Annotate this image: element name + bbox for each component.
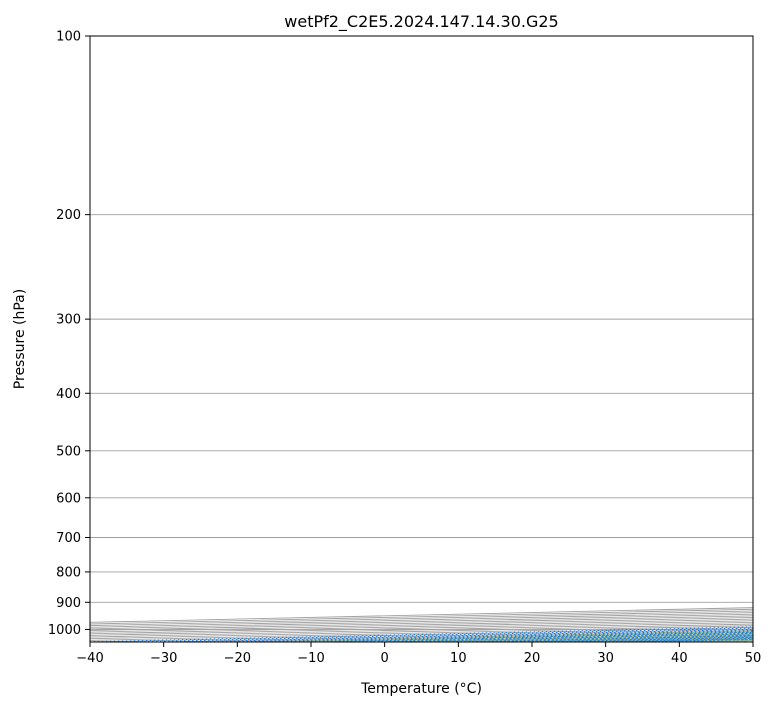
y-tick-label: 600	[56, 491, 81, 506]
y-tick-label: 300	[56, 313, 81, 328]
plot-frame	[89, 35, 754, 643]
x-tick-label: −40	[76, 651, 103, 666]
chart-title: wetPf2_C2E5.2024.147.14.30.G25	[284, 12, 558, 32]
x-tick-label: 0	[381, 651, 389, 666]
axes: −40 −30 −20 −10 0 10 20 30 40 50 100 200 300 400 500 60…	[48, 30, 761, 667]
y-tick-label: 100	[56, 30, 81, 45]
isotherm-line	[752, 641, 753, 642]
x-tick-label: 40	[671, 651, 688, 666]
y-tick-label: 800	[56, 565, 81, 580]
y-tick-label: 1000	[48, 623, 81, 638]
x-tick-label: 30	[597, 651, 614, 666]
y-tick-label: 200	[56, 208, 81, 223]
x-tick-label: 50	[745, 651, 762, 666]
y-tick-label: 400	[56, 387, 81, 402]
x-axis-label: Temperature (°C)	[360, 681, 482, 697]
y-tick-label: 700	[56, 531, 81, 546]
plot-background	[90, 36, 753, 642]
x-tick-label: 10	[450, 651, 467, 666]
background-lines	[90, 36, 753, 642]
x-tick-label: −20	[224, 651, 251, 666]
y-tick-label: 900	[56, 596, 81, 611]
x-tick-label: 20	[524, 651, 541, 666]
y-axis-label: Pressure (hPa)	[12, 289, 28, 389]
x-tick-label: −30	[150, 651, 177, 666]
x-tick-label: −10	[297, 651, 324, 666]
y-tick-label: 500	[56, 444, 81, 459]
